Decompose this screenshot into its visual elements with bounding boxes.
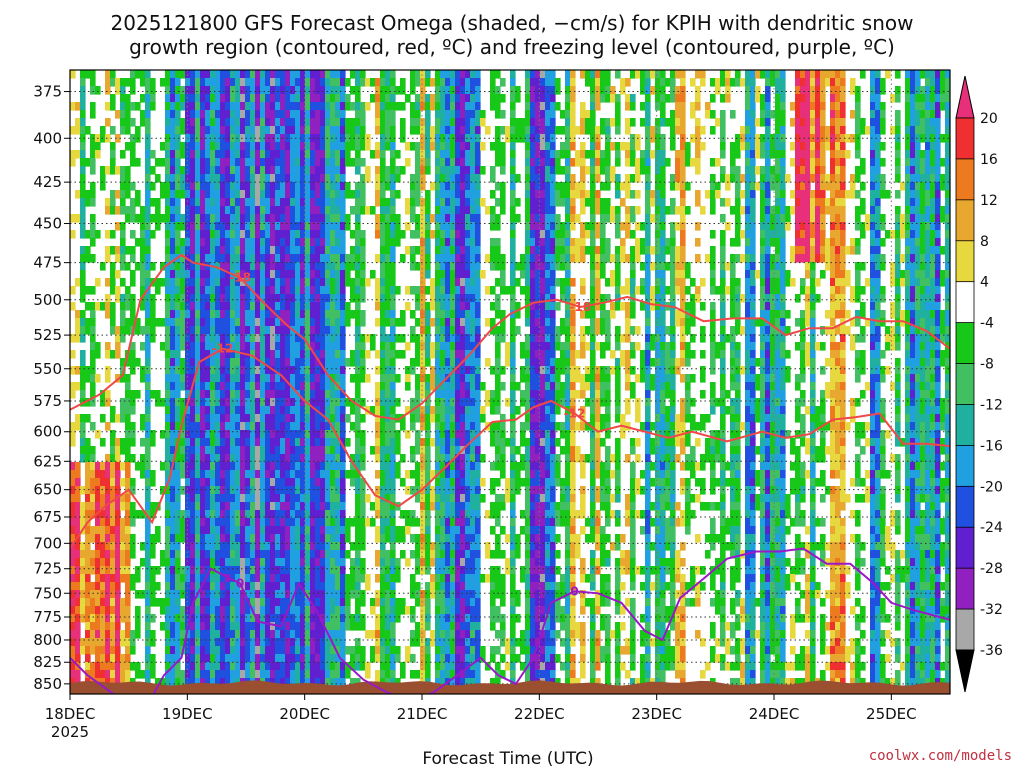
y-tick-label-14: 725 xyxy=(33,560,62,578)
y-axis: 375 400 425 450 475 500 525 550 575 600 625 650 675 7… xyxy=(33,83,70,693)
colorbar-label-1: 16 xyxy=(980,152,998,168)
colorbar-label-9: -20 xyxy=(980,479,1003,495)
chart-title-line2: growth region (contoured, red, ºC) and f… xyxy=(129,35,895,59)
colorbar-swatch-8 xyxy=(955,444,975,487)
y-tick-label-1: 400 xyxy=(33,129,62,147)
plot-frame xyxy=(69,69,951,695)
colorbar-label-12: -32 xyxy=(980,602,1003,618)
x-tick-label-1: 19DEC xyxy=(162,705,213,723)
x-axis: 18DEC 19DEC 20DEC 21DEC 22DEC 23DEC 24DEC 25DEC xyxy=(45,694,917,723)
colorbar-label-6: -8 xyxy=(980,357,994,373)
contour-line-2 xyxy=(70,547,950,694)
contour-label-2-0: 0 xyxy=(236,577,244,591)
omega-shading xyxy=(70,70,950,694)
colorbar-label-10: -24 xyxy=(980,520,1003,536)
y-tick-label-4: 475 xyxy=(33,254,62,272)
colorbar: 20 16 12 8 4 -4 -8 -12 -16 -20 -24 -28 -32 -36 xyxy=(955,75,1003,693)
y-tick-label-13: 700 xyxy=(33,534,62,552)
y-tick-label-2: 425 xyxy=(33,173,62,191)
colorbar-swatch-0 xyxy=(955,117,975,160)
y-tick-label-7: 550 xyxy=(33,360,62,378)
colorbar-swatch-2 xyxy=(955,199,975,242)
x-tick-label-4: 22DEC xyxy=(514,705,565,723)
y-tick-label-3: 450 xyxy=(33,215,62,233)
y-tick-label-16: 775 xyxy=(33,608,62,626)
colorbar-label-2: 12 xyxy=(980,193,998,209)
y-tick-label-0: 375 xyxy=(33,83,62,101)
colorbar-swatch-4 xyxy=(955,281,975,324)
colorbar-swatch-5 xyxy=(955,322,975,365)
colorbar-swatch-11 xyxy=(955,567,975,610)
colorbar-label-3: 8 xyxy=(980,234,989,250)
colorbar-swatch-12 xyxy=(955,608,975,651)
colorbar-top-arrow xyxy=(955,75,975,119)
x-tick-label-2: 20DEC xyxy=(279,705,330,723)
colorbar-label-13: -36 xyxy=(980,643,1003,659)
contour-label-1-1: -12 xyxy=(564,406,586,420)
colorbar-label-5: -4 xyxy=(980,316,994,332)
x-tick-label-7: 25DEC xyxy=(866,705,917,723)
colorbar-swatch-1 xyxy=(955,158,975,201)
contour-label-2-1: 0 xyxy=(570,584,578,598)
y-tick-label-5: 500 xyxy=(33,291,62,309)
y-tick-label-12: 675 xyxy=(33,508,62,526)
credit-text: coolwx.com/models xyxy=(869,748,1012,764)
colorbar-bottom-arrow xyxy=(955,649,975,693)
grid-lines xyxy=(70,70,950,694)
colorbar-label-8: -16 xyxy=(980,438,1003,454)
y-tick-label-8: 575 xyxy=(33,392,62,410)
y-tick-label-19: 850 xyxy=(33,675,62,693)
y-tick-label-18: 825 xyxy=(33,653,62,671)
colorbar-swatch-7 xyxy=(955,404,975,446)
contour-lines: -18 -18 -12 -12 0 0 xyxy=(70,253,950,694)
colorbar-label-11: -28 xyxy=(980,561,1003,577)
x-tick-label-0: 18DEC xyxy=(45,705,96,723)
contour-label-0-0: -18 xyxy=(229,271,251,285)
x-tick-label-5: 23DEC xyxy=(631,705,682,723)
y-tick-label-6: 525 xyxy=(33,326,62,344)
colorbar-swatch-10 xyxy=(955,526,975,569)
contour-label-0-1: -18 xyxy=(570,300,592,314)
contour-line-1 xyxy=(70,347,950,550)
colorbar-label-4: 4 xyxy=(980,275,989,291)
contour-label-1-0: -12 xyxy=(212,342,234,356)
x-axis-title: Forecast Time (UTC) xyxy=(422,749,593,768)
colorbar-label-0: 20 xyxy=(980,111,998,127)
colorbar-swatch-9 xyxy=(955,485,975,528)
x-tick-label-6: 24DEC xyxy=(749,705,800,723)
colorbar-swatch-6 xyxy=(955,363,975,406)
y-tick-label-17: 800 xyxy=(33,631,62,649)
colorbar-swatch-3 xyxy=(955,240,975,283)
y-tick-label-9: 600 xyxy=(33,423,62,441)
x-tick-label-3: 21DEC xyxy=(397,705,448,723)
x-year-label: 2025 xyxy=(51,723,89,741)
contour-line-0 xyxy=(70,253,950,421)
y-tick-label-11: 650 xyxy=(33,481,62,499)
y-tick-label-15: 750 xyxy=(33,584,62,602)
terrain-band xyxy=(70,680,950,694)
y-tick-label-10: 625 xyxy=(33,452,62,470)
chart-title-line1: 2025121800 GFS Forecast Omega (shaded, −… xyxy=(111,11,914,35)
colorbar-label-7: -12 xyxy=(980,398,1003,414)
